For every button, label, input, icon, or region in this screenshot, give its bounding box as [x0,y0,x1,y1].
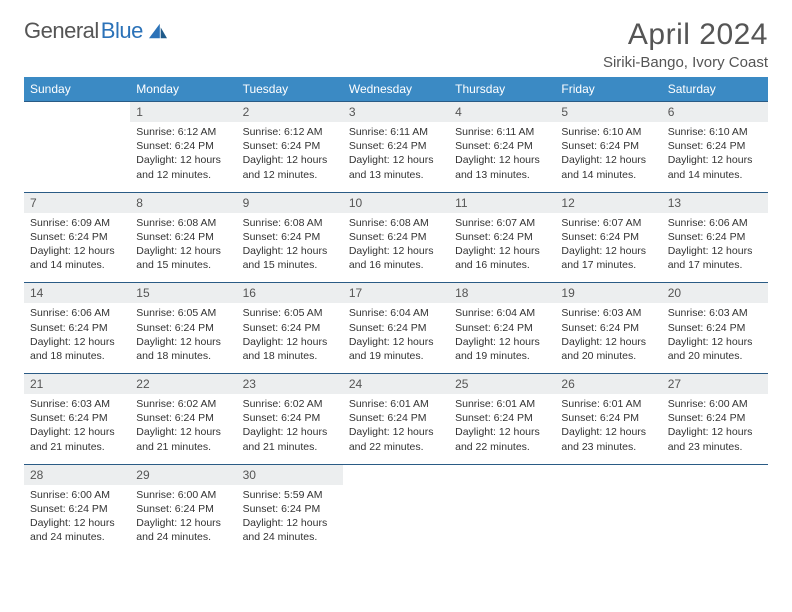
weekday-header: Thursday [449,77,555,102]
daynum-row: 282930 [24,464,768,485]
day-details: Sunrise: 6:07 AMSunset: 6:24 PMDaylight:… [555,213,661,283]
day-details: Sunrise: 6:01 AMSunset: 6:24 PMDaylight:… [555,394,661,464]
empty-cell [343,485,449,551]
day-body-row: Sunrise: 6:12 AMSunset: 6:24 PMDaylight:… [24,122,768,192]
day-details: Sunrise: 6:12 AMSunset: 6:24 PMDaylight:… [130,122,236,192]
weekday-header: Sunday [24,77,130,102]
day-details: Sunrise: 6:04 AMSunset: 6:24 PMDaylight:… [449,303,555,373]
day-number: 30 [237,464,343,485]
day-body-row: Sunrise: 6:09 AMSunset: 6:24 PMDaylight:… [24,213,768,283]
day-number: 29 [130,464,236,485]
day-details: Sunrise: 6:11 AMSunset: 6:24 PMDaylight:… [343,122,449,192]
day-number: 28 [24,464,130,485]
empty-cell [24,122,130,192]
day-details: Sunrise: 6:07 AMSunset: 6:24 PMDaylight:… [449,213,555,283]
empty-cell [555,485,661,551]
header: GeneralBlue April 2024 Siriki-Bango, Ivo… [24,18,768,71]
day-number: 6 [662,102,768,123]
day-details: Sunrise: 6:08 AMSunset: 6:24 PMDaylight:… [343,213,449,283]
day-body-row: Sunrise: 6:00 AMSunset: 6:24 PMDaylight:… [24,485,768,551]
day-details: Sunrise: 6:10 AMSunset: 6:24 PMDaylight:… [555,122,661,192]
daynum-row: 78910111213 [24,192,768,213]
weekday-header-row: SundayMondayTuesdayWednesdayThursdayFrid… [24,77,768,102]
title-block: April 2024 Siriki-Bango, Ivory Coast [603,18,768,71]
day-number: 15 [130,283,236,304]
empty-cell [449,485,555,551]
day-details: Sunrise: 6:08 AMSunset: 6:24 PMDaylight:… [237,213,343,283]
day-details: Sunrise: 6:03 AMSunset: 6:24 PMDaylight:… [555,303,661,373]
day-number: 1 [130,102,236,123]
day-number: 17 [343,283,449,304]
day-number: 10 [343,192,449,213]
day-details: Sunrise: 6:01 AMSunset: 6:24 PMDaylight:… [343,394,449,464]
day-number: 8 [130,192,236,213]
weekday-header: Monday [130,77,236,102]
day-number: 18 [449,283,555,304]
day-details: Sunrise: 6:05 AMSunset: 6:24 PMDaylight:… [130,303,236,373]
day-number: 3 [343,102,449,123]
day-number: 16 [237,283,343,304]
day-number: 2 [237,102,343,123]
empty-cell [24,102,130,123]
day-details: Sunrise: 6:05 AMSunset: 6:24 PMDaylight:… [237,303,343,373]
day-number: 25 [449,374,555,395]
day-number: 13 [662,192,768,213]
day-number: 20 [662,283,768,304]
location: Siriki-Bango, Ivory Coast [603,54,768,71]
day-details: Sunrise: 6:12 AMSunset: 6:24 PMDaylight:… [237,122,343,192]
day-number: 5 [555,102,661,123]
day-number: 7 [24,192,130,213]
month-title: April 2024 [603,18,768,52]
day-number: 27 [662,374,768,395]
day-number: 11 [449,192,555,213]
empty-cell [555,464,661,485]
day-number: 4 [449,102,555,123]
weekday-header: Wednesday [343,77,449,102]
brand-word-general: General [24,18,99,44]
day-details: Sunrise: 6:02 AMSunset: 6:24 PMDaylight:… [130,394,236,464]
day-number: 22 [130,374,236,395]
day-details: Sunrise: 6:04 AMSunset: 6:24 PMDaylight:… [343,303,449,373]
day-details: Sunrise: 6:00 AMSunset: 6:24 PMDaylight:… [130,485,236,551]
day-details: Sunrise: 6:00 AMSunset: 6:24 PMDaylight:… [24,485,130,551]
day-number: 26 [555,374,661,395]
day-details: Sunrise: 6:03 AMSunset: 6:24 PMDaylight:… [24,394,130,464]
day-number: 14 [24,283,130,304]
empty-cell [343,464,449,485]
day-details: Sunrise: 6:11 AMSunset: 6:24 PMDaylight:… [449,122,555,192]
empty-cell [662,464,768,485]
brand-sail-icon [147,22,169,40]
day-details: Sunrise: 6:09 AMSunset: 6:24 PMDaylight:… [24,213,130,283]
daynum-row: 21222324252627 [24,374,768,395]
day-number: 21 [24,374,130,395]
day-details: Sunrise: 6:06 AMSunset: 6:24 PMDaylight:… [662,213,768,283]
empty-cell [662,485,768,551]
calendar-body: 123456Sunrise: 6:12 AMSunset: 6:24 PMDay… [24,102,768,551]
day-details: Sunrise: 6:10 AMSunset: 6:24 PMDaylight:… [662,122,768,192]
empty-cell [449,464,555,485]
day-number: 24 [343,374,449,395]
calendar-table: SundayMondayTuesdayWednesdayThursdayFrid… [24,77,768,551]
day-number: 9 [237,192,343,213]
day-body-row: Sunrise: 6:06 AMSunset: 6:24 PMDaylight:… [24,303,768,373]
weekday-header: Saturday [662,77,768,102]
daynum-row: 123456 [24,102,768,123]
day-details: Sunrise: 6:06 AMSunset: 6:24 PMDaylight:… [24,303,130,373]
day-number: 19 [555,283,661,304]
brand-logo: GeneralBlue [24,18,169,44]
brand-word-blue: Blue [101,18,143,44]
day-details: Sunrise: 6:03 AMSunset: 6:24 PMDaylight:… [662,303,768,373]
daynum-row: 14151617181920 [24,283,768,304]
day-number: 23 [237,374,343,395]
weekday-header: Friday [555,77,661,102]
weekday-header: Tuesday [237,77,343,102]
day-details: Sunrise: 6:02 AMSunset: 6:24 PMDaylight:… [237,394,343,464]
day-number: 12 [555,192,661,213]
day-body-row: Sunrise: 6:03 AMSunset: 6:24 PMDaylight:… [24,394,768,464]
day-details: Sunrise: 5:59 AMSunset: 6:24 PMDaylight:… [237,485,343,551]
day-details: Sunrise: 6:01 AMSunset: 6:24 PMDaylight:… [449,394,555,464]
day-details: Sunrise: 6:00 AMSunset: 6:24 PMDaylight:… [662,394,768,464]
day-details: Sunrise: 6:08 AMSunset: 6:24 PMDaylight:… [130,213,236,283]
